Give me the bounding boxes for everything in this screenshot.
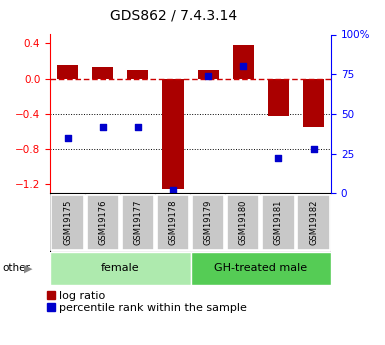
Legend: log ratio, percentile rank within the sample: log ratio, percentile rank within the sa… xyxy=(42,286,251,317)
Bar xyxy=(162,79,184,189)
Text: GSM19175: GSM19175 xyxy=(63,200,72,245)
Text: female: female xyxy=(101,263,140,273)
FancyBboxPatch shape xyxy=(50,252,191,285)
Point xyxy=(205,73,211,79)
Point xyxy=(65,135,71,140)
Text: GSM19178: GSM19178 xyxy=(169,200,177,245)
Text: GSM19176: GSM19176 xyxy=(98,200,107,245)
Text: GSM19177: GSM19177 xyxy=(133,200,142,245)
FancyBboxPatch shape xyxy=(191,252,331,285)
Point xyxy=(240,63,246,69)
Text: GSM19180: GSM19180 xyxy=(239,200,248,245)
FancyBboxPatch shape xyxy=(52,195,84,250)
FancyBboxPatch shape xyxy=(87,195,119,250)
Bar xyxy=(198,70,219,79)
Bar xyxy=(127,70,148,79)
Text: GH-treated male: GH-treated male xyxy=(214,263,307,273)
Point xyxy=(275,156,281,161)
Text: other: other xyxy=(2,263,30,273)
FancyBboxPatch shape xyxy=(122,195,154,250)
Bar xyxy=(92,67,113,79)
Bar xyxy=(268,79,289,116)
FancyBboxPatch shape xyxy=(262,195,295,250)
Text: GSM19179: GSM19179 xyxy=(204,200,213,245)
Text: ▶: ▶ xyxy=(23,263,32,273)
Text: GSM19181: GSM19181 xyxy=(274,200,283,245)
FancyBboxPatch shape xyxy=(157,195,189,250)
Bar xyxy=(57,65,78,79)
FancyBboxPatch shape xyxy=(297,195,330,250)
Point xyxy=(135,124,141,129)
FancyBboxPatch shape xyxy=(192,195,224,250)
Text: GSM19182: GSM19182 xyxy=(309,200,318,245)
Point xyxy=(100,124,106,129)
Text: GDS862 / 7.4.3.14: GDS862 / 7.4.3.14 xyxy=(110,9,237,23)
FancyBboxPatch shape xyxy=(227,195,259,250)
Bar xyxy=(233,45,254,79)
Point xyxy=(170,187,176,193)
Point xyxy=(310,146,316,151)
Bar xyxy=(303,79,324,127)
